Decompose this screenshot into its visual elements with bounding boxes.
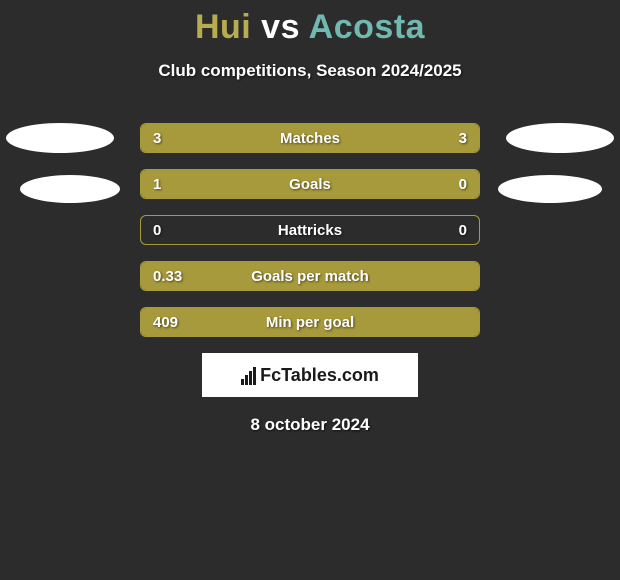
stat-value-right: 3 xyxy=(459,124,467,153)
bar-chart-icon xyxy=(241,365,256,385)
title-vs: vs xyxy=(251,8,308,46)
stat-row: 0.33Goals per match xyxy=(140,261,480,291)
stat-row: 3Matches3 xyxy=(140,123,480,153)
title-right-name: Acosta xyxy=(309,8,425,46)
decorative-ellipse xyxy=(498,175,602,203)
stat-value-right: 0 xyxy=(459,170,467,199)
stat-label: Goals per match xyxy=(141,262,479,291)
decorative-ellipse xyxy=(20,175,120,203)
title-left-name: Hui xyxy=(195,8,251,46)
comparison-chart: 3Matches31Goals00Hattricks00.33Goals per… xyxy=(0,123,620,435)
date-label: 8 october 2024 xyxy=(0,415,620,435)
stat-label: Hattricks xyxy=(141,216,479,245)
stat-row: 0Hattricks0 xyxy=(140,215,480,245)
stat-label: Matches xyxy=(141,124,479,153)
page-title: Hui vs Acosta xyxy=(0,0,620,47)
stat-label: Min per goal xyxy=(141,308,479,337)
decorative-ellipse xyxy=(6,123,114,153)
logo-box: FcTables.com xyxy=(202,353,418,397)
stat-row: 409Min per goal xyxy=(140,307,480,337)
stat-row: 1Goals0 xyxy=(140,169,480,199)
subtitle: Club competitions, Season 2024/2025 xyxy=(0,61,620,81)
stat-label: Goals xyxy=(141,170,479,199)
logo-text: FcTables.com xyxy=(260,365,379,386)
stats-container: 3Matches31Goals00Hattricks00.33Goals per… xyxy=(0,123,620,337)
stat-value-right: 0 xyxy=(459,216,467,245)
decorative-ellipse xyxy=(506,123,614,153)
